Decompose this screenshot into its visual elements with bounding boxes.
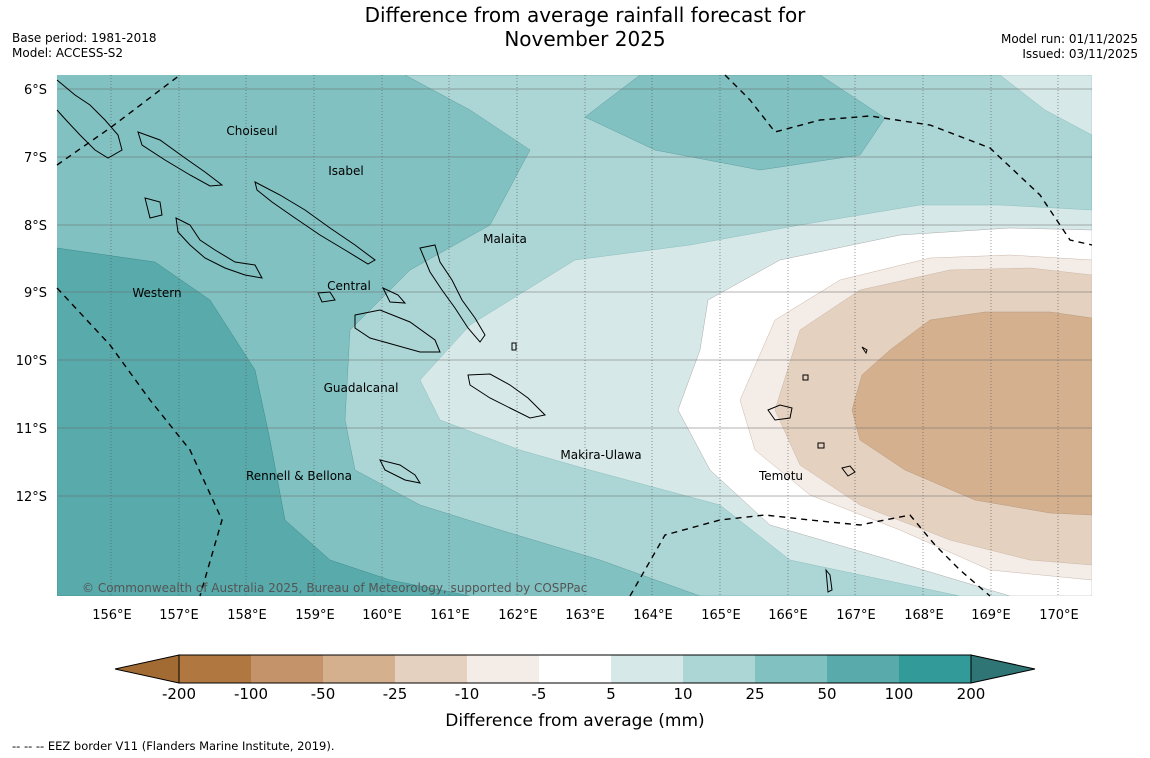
island-tinakula: [817, 442, 825, 449]
tick-200: 200: [957, 685, 986, 703]
island-santa-cruz: [767, 404, 793, 421]
colorbar-seg-3: [323, 655, 395, 683]
tick-10: 10: [673, 685, 692, 703]
colorbar-seg-5: [467, 655, 539, 683]
lat-6s: 6°S: [24, 83, 47, 98]
colorbar-label: Difference from average (mm): [445, 711, 704, 731]
chart-title: Difference from average rainfall forecas…: [330, 3, 840, 51]
colorbar-min-arrow: [114, 654, 180, 684]
island-central: [317, 286, 407, 304]
tick-5: 5: [606, 685, 616, 703]
island-malaita: [419, 244, 486, 343]
tick-neg100: -100: [234, 685, 268, 703]
lat-9s: 9°S: [24, 286, 47, 301]
colorbar-seg-7: [611, 655, 683, 683]
island-bougainville: [56, 79, 123, 159]
region-rennell-bellona: Rennell & Bellona: [246, 469, 352, 483]
lon-168e: 168°E: [904, 608, 944, 623]
contour-neg25: [851, 311, 1092, 516]
meta-left: Base period: 1981-2018 Model: ACCESS-S2: [12, 31, 157, 61]
region-makira-ulawa: Makira-Ulawa: [560, 448, 641, 462]
island-guadalcanal: [354, 309, 441, 353]
region-isabel: Isabel: [328, 164, 363, 178]
colorbar-seg-1: [179, 655, 251, 683]
island-rennell: [379, 459, 422, 484]
island-vella: [144, 197, 163, 219]
lon-166e: 166°E: [768, 608, 808, 623]
lat-8s: 8°S: [24, 219, 47, 234]
island-makira: [467, 373, 547, 419]
region-guadalcanal: Guadalcanal: [324, 381, 399, 395]
lon-157e: 157°E: [159, 608, 199, 623]
lon-162e: 162°E: [498, 608, 538, 623]
title-line-1: Difference from average rainfall forecas…: [364, 3, 806, 27]
grid-lat-lines: [57, 88, 1092, 497]
lon-159e: 159°E: [295, 608, 335, 623]
model-name: Model: ACCESS-S2: [12, 46, 124, 60]
lon-156e: 156°E: [92, 608, 132, 623]
island-new-georgia: [175, 217, 263, 279]
island-vanikoro: [841, 465, 856, 477]
region-central: Central: [327, 279, 371, 293]
colorbar-seg-2: [251, 655, 323, 683]
island-small-2: [825, 568, 833, 593]
meta-right: Model run: 01/11/2025 Issued: 03/11/2025: [1001, 32, 1138, 62]
colorbar-seg-10: [827, 655, 899, 683]
colorbar-seg-8: [683, 655, 755, 683]
eez-borders: [56, 74, 1093, 597]
region-western: Western: [132, 286, 181, 300]
lon-163e: 163°E: [565, 608, 605, 623]
lat-labels: 6°S 7°S 8°S 9°S 10°S 11°S 12°S: [16, 83, 47, 505]
contour-50-top: [584, 75, 886, 171]
island-small-3: [511, 342, 517, 351]
title-line-2: November 2025: [504, 27, 666, 51]
colorbar-ticks: -200 -100 -50 -25 -10 -5 5 10 25 50 100 …: [162, 685, 985, 703]
lon-169e: 169°E: [971, 608, 1011, 623]
colorbar-seg-6: [539, 655, 611, 683]
lon-labels: 156°E 157°E 158°E 159°E 160°E 161°E 162°…: [92, 608, 1079, 623]
map-contours: [57, 75, 1092, 596]
region-labels: Choiseul Isabel Malaita Central Western …: [132, 124, 803, 483]
copyright: © Commonwealth of Australia 2025, Bureau…: [82, 581, 587, 595]
tick-neg10: -10: [455, 685, 480, 703]
region-choiseul: Choiseul: [226, 124, 277, 138]
contour-100: [57, 247, 471, 596]
issued-date: Issued: 03/11/2025: [1022, 47, 1138, 61]
island-isabel: [254, 181, 376, 265]
colorbar-seg-11: [899, 655, 971, 683]
tick-50: 50: [817, 685, 836, 703]
island-small-1: [802, 374, 809, 381]
lon-164e: 164°E: [633, 608, 673, 623]
lat-7s: 7°S: [24, 151, 47, 166]
tick-neg200: -200: [162, 685, 196, 703]
colorbar: [114, 654, 1036, 684]
lon-170e: 170°E: [1039, 608, 1079, 623]
island-choiseul: [137, 131, 224, 187]
lon-161e: 161°E: [430, 608, 470, 623]
tick-neg50: -50: [311, 685, 336, 703]
tick-100: 100: [885, 685, 914, 703]
tick-neg5: -5: [532, 685, 547, 703]
lat-10s: 10°S: [16, 354, 47, 369]
colorbar-max-arrow: [970, 654, 1036, 684]
footnote: -- -- -- EEZ border V11 (Flanders Marine…: [12, 739, 335, 753]
lon-160e: 160°E: [362, 608, 402, 623]
lon-158e: 158°E: [227, 608, 267, 623]
lat-11s: 11°S: [16, 422, 47, 437]
colorbar-seg-4: [395, 655, 467, 683]
coastlines: [56, 79, 868, 593]
lon-167e: 167°E: [836, 608, 876, 623]
region-temotu: Temotu: [758, 469, 803, 483]
colorbar-seg-9: [755, 655, 827, 683]
tick-25: 25: [745, 685, 764, 703]
model-run: Model run: 01/11/2025: [1000, 32, 1138, 46]
lon-165e: 165°E: [701, 608, 741, 623]
tick-neg25: -25: [383, 685, 408, 703]
region-malaita: Malaita: [483, 232, 527, 246]
lat-12s: 12°S: [16, 490, 47, 505]
base-period: Base period: 1981-2018: [12, 31, 157, 45]
island-small-4: [861, 346, 868, 355]
